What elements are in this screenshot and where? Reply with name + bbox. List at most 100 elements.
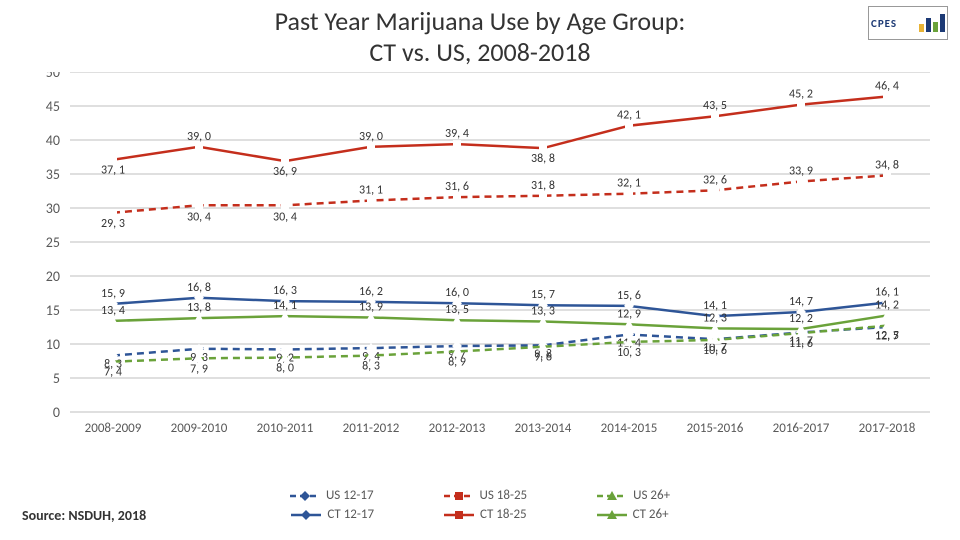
data-label: 39, 0	[187, 130, 211, 144]
logo-text: CPES	[871, 17, 897, 30]
data-label: 30, 4	[273, 210, 297, 224]
x-tick-label: 2015-2016	[687, 421, 744, 436]
marker-square	[883, 171, 891, 179]
marker-square	[797, 101, 805, 109]
data-label: 15, 7	[531, 288, 555, 302]
legend-label: CT 12-17	[327, 507, 374, 522]
x-tick-label: 2014-2015	[601, 421, 658, 436]
legend-swatch-icon	[291, 509, 321, 521]
data-label: 46, 4	[875, 79, 899, 93]
data-label: 38, 8	[531, 152, 555, 166]
series-us-18-25: 29, 3 30, 4 30, 4 31, 1 31, 6 31, 8 32, 1 32, 6…	[101, 158, 899, 230]
x-tick-label: 2010-2011	[257, 421, 314, 436]
legend-swatch-icon	[597, 490, 627, 502]
marker-square	[281, 201, 289, 209]
line-chart: 051015202530354045502008-20092009-201020…	[20, 72, 940, 454]
marker-square	[109, 209, 117, 217]
x-tick-label: 2008-2009	[85, 421, 142, 436]
data-label: 16, 8	[187, 281, 211, 295]
legend-swatch-icon	[290, 490, 320, 502]
marker-square	[539, 192, 547, 200]
data-label: 39, 0	[359, 130, 383, 144]
y-tick-label: 45	[46, 98, 60, 115]
legend-item: US 18-25	[444, 488, 528, 503]
legend-label: US 18-25	[480, 488, 528, 503]
data-label: 8, 3	[362, 360, 380, 374]
data-label: 14, 2	[875, 298, 899, 312]
data-label: 12, 3	[703, 311, 727, 325]
data-label: 30, 4	[187, 210, 211, 224]
x-tick-label: 2009-2010	[171, 421, 228, 436]
data-label: 36, 9	[273, 165, 297, 179]
x-tick-label: 2016-2017	[773, 421, 830, 436]
legend-swatch-icon	[597, 509, 627, 521]
cpes-logo: CPES	[868, 6, 948, 40]
legend-swatch-icon	[444, 490, 474, 502]
data-label: 12, 9	[617, 307, 641, 321]
data-label: 42, 1	[617, 109, 641, 123]
data-label: 29, 3	[101, 217, 125, 231]
series-ct-18-25: 37, 139, 036, 939, 039, 438, 842, 143, 5…	[101, 79, 899, 179]
data-label: 43, 5	[703, 99, 727, 113]
y-tick-label: 40	[46, 132, 60, 149]
data-label: 7, 4	[104, 366, 122, 380]
logo-bars-icon	[919, 14, 945, 32]
data-label: 15, 6	[617, 289, 641, 303]
marker-square	[539, 144, 547, 152]
marker-square	[453, 140, 461, 148]
data-label: 10, 6	[703, 344, 727, 358]
data-label: 37, 1	[101, 164, 125, 178]
data-label: 13, 5	[445, 303, 469, 317]
marker-square	[625, 190, 633, 198]
data-label: 16, 2	[359, 285, 383, 299]
y-tick-label: 35	[46, 166, 60, 183]
x-tick-label: 2012-2013	[429, 421, 486, 436]
data-label: 31, 8	[531, 179, 555, 193]
data-label: 12, 2	[789, 312, 813, 326]
source-label: Source: NSDUH, 2018	[22, 507, 146, 524]
legend-label: US 12-17	[326, 488, 374, 503]
legend-swatch-icon	[444, 509, 474, 521]
legend-label: CT 18-25	[480, 507, 527, 522]
data-label: 16, 3	[273, 284, 297, 298]
legend-item: CT 18-25	[444, 507, 527, 522]
data-label: 16, 1	[875, 286, 899, 300]
marker-square	[195, 143, 203, 151]
data-label: 32, 1	[617, 177, 641, 191]
y-tick-label: 15	[46, 302, 60, 319]
y-tick-label: 30	[46, 200, 60, 217]
data-label: 13, 4	[101, 304, 125, 318]
marker-square	[281, 157, 289, 165]
marker-square	[367, 143, 375, 151]
y-tick-label: 50	[46, 72, 60, 81]
x-tick-label: 2011-2012	[343, 421, 400, 436]
data-label: 9, 6	[534, 351, 552, 365]
marker-square	[711, 186, 719, 194]
data-label: 16, 0	[445, 286, 469, 300]
marker-square	[195, 201, 203, 209]
x-tick-label: 2013-2014	[515, 421, 572, 436]
data-label: 45, 2	[789, 88, 813, 102]
data-label: 11, 6	[789, 337, 813, 351]
data-label: 8, 9	[448, 355, 466, 369]
x-tick-label: 2017-2018	[859, 421, 916, 436]
marker-square	[883, 92, 891, 100]
data-label: 33, 9	[789, 164, 813, 178]
marker-square	[109, 156, 117, 164]
legend-item: CT 26+	[597, 507, 669, 522]
data-label: 31, 6	[445, 180, 469, 194]
y-tick-label: 25	[46, 234, 60, 251]
marker-square	[625, 122, 633, 130]
legend-item: CT 12-17	[291, 507, 374, 522]
data-label: 7, 9	[190, 362, 208, 376]
y-tick-label: 10	[46, 336, 60, 353]
marker-square	[711, 112, 719, 120]
data-label: 13, 8	[187, 301, 211, 315]
data-label: 31, 1	[359, 184, 383, 198]
data-label: 12, 7	[875, 330, 899, 344]
chart-title: Past Year Marijuana Use by Age Group:CT …	[0, 6, 960, 68]
legend-item: US 26+	[597, 488, 670, 503]
data-label: 14, 1	[273, 299, 297, 313]
data-label: 10, 3	[617, 346, 641, 360]
data-label: 32, 6	[703, 173, 727, 187]
